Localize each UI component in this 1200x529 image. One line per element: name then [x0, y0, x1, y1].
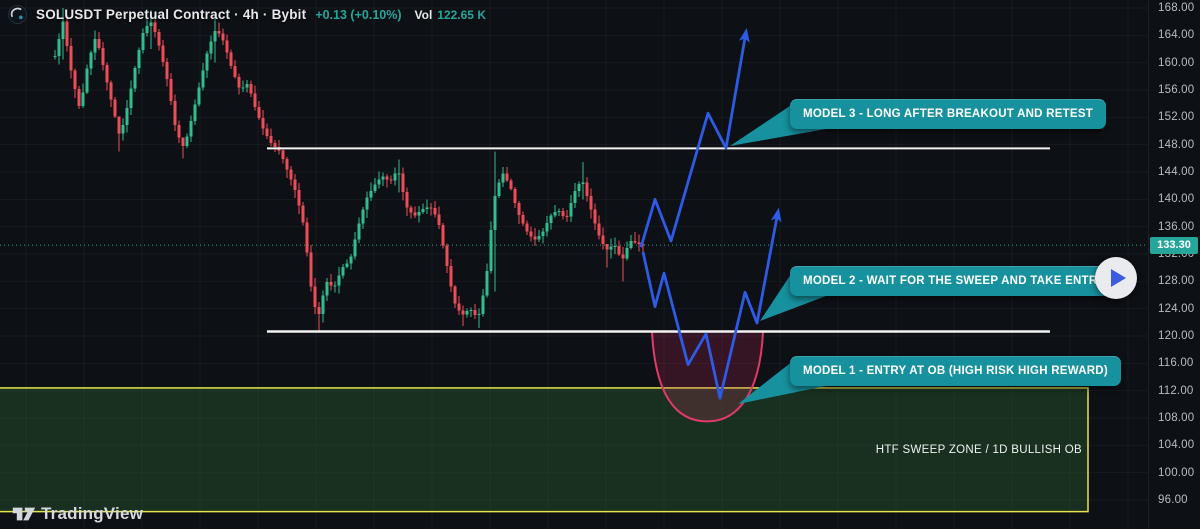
model3-annotation[interactable]: MODEL 3 - LONG AFTER BREAKOUT AND RETEST: [790, 99, 1107, 129]
axis-tick: 112.00: [1158, 384, 1194, 397]
axis-tick: 108.00: [1158, 412, 1195, 424]
axis-tick: 160.00: [1158, 56, 1195, 69]
axis-tick: 120.00: [1158, 330, 1195, 342]
last-price-tag: 133.30: [1150, 236, 1198, 254]
candlesticks: [53, 8, 645, 331]
symbol-title[interactable]: SOLUSDT Perpetual Contract · 4h · Bybit: [36, 7, 307, 22]
play-icon: [1111, 269, 1126, 287]
axis-tick: 148.00: [1158, 138, 1195, 151]
axis-tick: 136.00: [1158, 220, 1195, 233]
axis-tick: 116.00: [1158, 357, 1194, 370]
tradingview-logo-icon: [12, 507, 36, 521]
chart-legend: SOLUSDT Perpetual Contract · 4h · Bybit …: [8, 5, 486, 24]
axis-tick: 96.00: [1158, 494, 1188, 506]
axis-tick: 152.00: [1158, 111, 1195, 124]
replay-play-button[interactable]: [1095, 257, 1137, 299]
axis-tick: 124.00: [1158, 302, 1195, 315]
tradingview-watermark[interactable]: TradingView: [12, 502, 143, 526]
axis-tick: 128.00: [1158, 275, 1195, 288]
projection-arrows[interactable]: [639, 27, 782, 400]
axis-tick: 100.00: [1158, 466, 1195, 479]
grid-lines: [0, 0, 1148, 529]
axis-tick: 156.00: [1158, 84, 1195, 96]
horizontal-level-lines[interactable]: [267, 147, 1050, 333]
order-block-curve[interactable]: [651, 331, 764, 423]
model1-annotation[interactable]: MODEL 1 - ENTRY AT OB (HIGH RISK HIGH RE…: [790, 356, 1121, 386]
axis-tick: 164.00: [1158, 29, 1195, 42]
htf-zone-label: HTF SWEEP ZONE / 1D BULLISH OB: [875, 444, 1082, 456]
volume-label: Vol: [414, 7, 433, 22]
axis-tick: 140.00: [1158, 193, 1195, 206]
price-change: +0.13 (+0.10%): [315, 7, 402, 22]
htf-sweep-zone[interactable]: [0, 387, 1089, 513]
model2-annotation[interactable]: MODEL 2 - WAIT FOR THE SWEEP AND TAKE EN…: [790, 266, 1118, 296]
tradingview-logo-text: TradingView: [41, 504, 144, 523]
bybit-symbol-logo: [8, 5, 27, 24]
axis-tick: 104.00: [1158, 439, 1195, 452]
axis-tick: 168.00: [1158, 2, 1195, 14]
axis-tick: 144.00: [1158, 166, 1195, 178]
price-axis[interactable]: 133.30 168.00 164.00 160.00 156.00 152.00 148…: [1148, 0, 1200, 529]
model2_sweep: [641, 207, 782, 400]
model3_breakout: [639, 27, 750, 248]
volume-value: 122.65 K: [437, 7, 486, 22]
